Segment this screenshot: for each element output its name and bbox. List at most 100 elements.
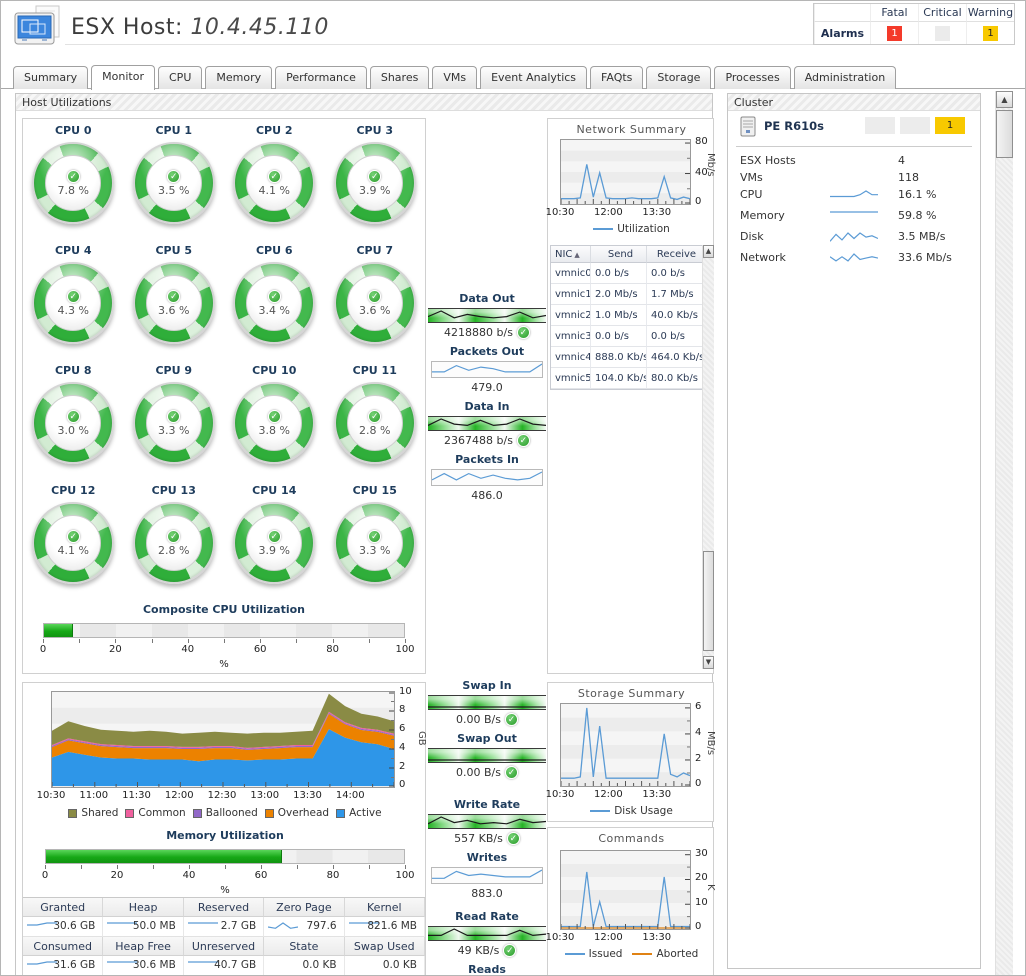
- warning-alarm-count[interactable]: 1: [983, 25, 998, 41]
- cpu-gauge-ring[interactable]: ✓ 3.4 %: [233, 262, 316, 344]
- cpu-gauge-value: 3.3 %: [158, 423, 190, 437]
- table-row[interactable]: vmnic4 888.0 Kb/s 464.0 Kb/s: [551, 347, 702, 368]
- tab-vms[interactable]: VMs: [432, 66, 478, 89]
- tab-monitor[interactable]: Monitor: [91, 65, 155, 90]
- send-cell: 2.0 Mb/s: [591, 284, 647, 305]
- storage-summary-yunit: MB/s: [705, 731, 716, 756]
- cpu-gauge-ring[interactable]: ✓ 3.9 %: [233, 502, 316, 584]
- tab-cpu[interactable]: CPU: [158, 66, 203, 89]
- cpu-gauge-ring[interactable]: ✓ 3.3 %: [333, 502, 416, 584]
- cluster-metric-row: Disk 3.5 MB/s: [728, 228, 980, 249]
- ok-status-icon: ✓: [66, 409, 80, 423]
- network-panel-scrollbar[interactable]: ▲ ▼: [702, 245, 714, 669]
- commands-plot[interactable]: [560, 850, 691, 930]
- nic-column-header[interactable]: NIC ▲: [551, 246, 591, 263]
- cpu-gauge-value: 4.3 %: [57, 303, 89, 317]
- memory-table-cell: 797.6: [264, 917, 345, 937]
- cluster-warning-count[interactable]: 1: [935, 117, 965, 134]
- receive-column-header[interactable]: Receive: [647, 246, 702, 263]
- axis-tick-label: 10:30: [545, 789, 575, 800]
- ok-status-icon: ✓: [267, 529, 281, 543]
- fatal-alarm-count[interactable]: 1: [887, 25, 902, 41]
- cpu-gauge-ring[interactable]: ✓ 7.8 %: [32, 142, 115, 224]
- legend-swatch: [564, 953, 585, 955]
- cpu-gauge-ring[interactable]: ✓ 3.9 %: [333, 142, 416, 224]
- axis-tick-label: 12:00: [164, 790, 194, 801]
- axis-tick: [333, 865, 334, 869]
- cpu-gauge-ring[interactable]: ✓ 3.6 %: [132, 262, 215, 344]
- axis-tick-label: 100: [395, 870, 415, 881]
- network-summary-plot[interactable]: [560, 139, 691, 205]
- metric-value: 59.8 %: [898, 209, 937, 222]
- table-row[interactable]: vmnic5 104.0 Kb/s 80.0 Kb/s: [551, 368, 702, 389]
- scroll-up-button[interactable]: ▲: [996, 91, 1013, 108]
- send-cell: 104.0 Kb/s: [591, 368, 647, 389]
- cluster-critical-count[interactable]: [900, 117, 930, 134]
- tab-summary[interactable]: Summary: [13, 66, 89, 89]
- cpu-gauge-grid: CPU 0 ✓ 7.8 % CPU 1 ✓ 3.5 % CPU 2 ✓ 4.1 % CPU 3 ✓ 3…: [23, 121, 425, 601]
- legend-label: Ballooned: [205, 807, 258, 819]
- main-scrollbar[interactable]: ▲: [995, 91, 1013, 975]
- table-row[interactable]: vmnic1 2.0 Mb/s 1.7 Mb/s: [551, 284, 702, 305]
- cluster-host-name[interactable]: PE R610s: [764, 119, 824, 133]
- scrollbar-thumb[interactable]: [996, 110, 1013, 158]
- nic-name-cell: vmnic0: [551, 263, 591, 284]
- cluster-fatal-count[interactable]: [865, 117, 895, 134]
- cell-sparkline: [187, 921, 218, 933]
- cpu-gauge-ring[interactable]: ✓ 4.1 %: [32, 502, 115, 584]
- nic-name-cell: vmnic4: [551, 347, 591, 368]
- axis-tick: [261, 865, 262, 869]
- writes-value: 883.0: [471, 887, 503, 900]
- commands-panel: Commands 0 10 20 30 K 10:30 12:00 13:30 Issue…: [545, 827, 716, 975]
- memory-table-header: Heap: [103, 898, 184, 917]
- tab-administration[interactable]: Administration: [793, 66, 897, 89]
- memory-table-header: Kernel: [344, 898, 425, 917]
- axis-tick: [368, 639, 370, 643]
- axis-tick-label: 10:30: [545, 932, 575, 943]
- metric-value: 118: [898, 171, 919, 184]
- scroll-up-button[interactable]: ▲: [703, 245, 714, 258]
- axis-tick-label: 12:00: [593, 207, 623, 218]
- send-column-header[interactable]: Send: [591, 246, 647, 263]
- cpu-gauge-value: 2.8 %: [158, 543, 190, 557]
- scrollbar-thumb[interactable]: [703, 551, 714, 651]
- legend-swatch: [632, 953, 653, 955]
- cpu-gauge-ring[interactable]: ✓ 4.1 %: [233, 142, 316, 224]
- cpu-gauge-ring[interactable]: ✓ 3.5 %: [132, 142, 215, 224]
- tab-memory[interactable]: Memory: [205, 66, 273, 89]
- cpu-gauge-ring[interactable]: ✓ 4.3 %: [32, 262, 115, 344]
- tab-shares[interactable]: Shares: [369, 66, 430, 89]
- header-divider: [65, 44, 1013, 45]
- cpu-gauge-ring[interactable]: ✓ 3.3 %: [132, 382, 215, 464]
- packets-in-sparkline: [431, 469, 543, 486]
- legend-item: Common: [125, 807, 186, 819]
- cpu-gauge-ring[interactable]: ✓ 2.8 %: [132, 502, 215, 584]
- cpu-gauge-value: 3.0 %: [57, 423, 89, 437]
- tab-event-analytics[interactable]: Event Analytics: [480, 66, 588, 89]
- ok-status-icon: ✓: [504, 713, 518, 726]
- cpu-gauge-ring[interactable]: ✓ 2.8 %: [333, 382, 416, 464]
- tab-processes[interactable]: Processes: [714, 66, 791, 89]
- tab-storage[interactable]: Storage: [646, 66, 712, 89]
- memory-chart-plot[interactable]: [51, 691, 395, 788]
- cell-sparkline: [187, 960, 218, 972]
- cpu-gauge: CPU 12 ✓ 4.1 %: [23, 481, 124, 601]
- cpu-gauge-value: 3.9 %: [359, 183, 391, 197]
- scroll-down-button[interactable]: ▼: [703, 656, 714, 669]
- axis-tick-label: 6: [399, 723, 406, 734]
- nic-name-cell: vmnic2: [551, 305, 591, 326]
- cpu-gauge-ring[interactable]: ✓ 3.6 %: [333, 262, 416, 344]
- cpu-gauge-ring[interactable]: ✓ 3.0 %: [32, 382, 115, 464]
- table-row[interactable]: vmnic0 0.0 b/s 0.0 b/s: [551, 263, 702, 284]
- tab-faqts[interactable]: FAQts: [590, 66, 644, 89]
- server-icon: [737, 116, 759, 141]
- axis-tick: [297, 865, 298, 869]
- table-row[interactable]: vmnic2 1.0 Mb/s 40.0 Kb/s: [551, 305, 702, 326]
- critical-alarm-count[interactable]: [935, 25, 950, 41]
- tab-performance[interactable]: Performance: [275, 66, 367, 89]
- axis-tick-label: 13:00: [250, 790, 280, 801]
- reads-gauge: Reads 62.0: [428, 963, 546, 975]
- table-row[interactable]: vmnic3 0.0 b/s 0.0 b/s: [551, 326, 702, 347]
- storage-summary-plot[interactable]: [560, 703, 691, 787]
- cpu-gauge-ring[interactable]: ✓ 3.8 %: [233, 382, 316, 464]
